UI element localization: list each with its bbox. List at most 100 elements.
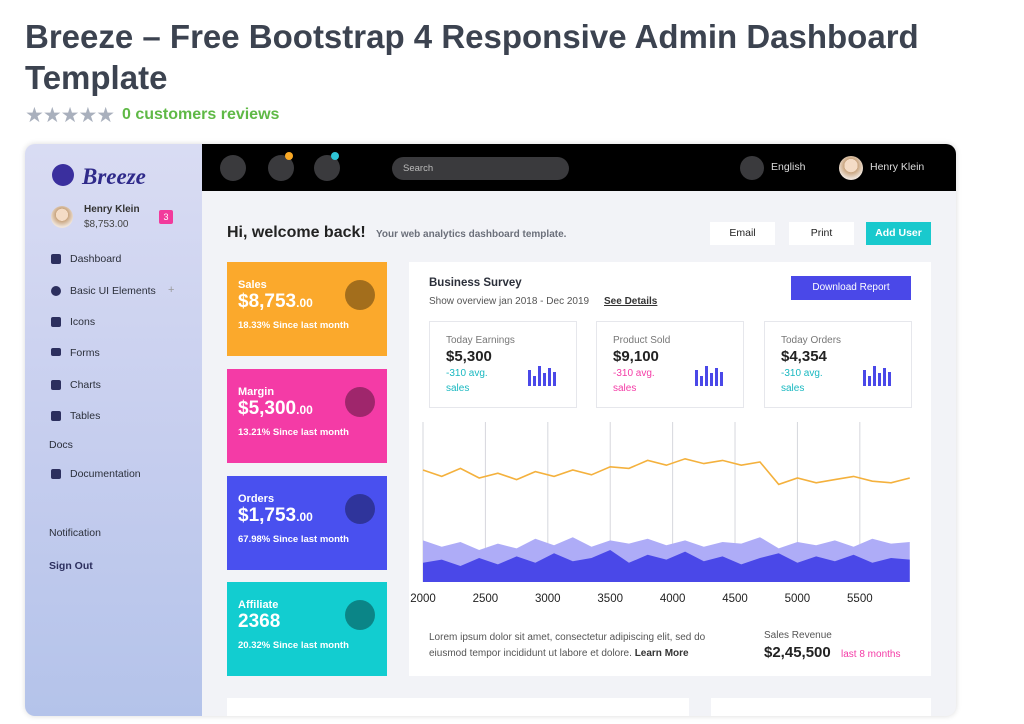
card-change: 18.33% Since last month	[238, 320, 349, 331]
menu-item[interactable]: Basic UI Elements	[70, 285, 156, 297]
card-value: 2368	[238, 611, 281, 632]
card-change: 20.32% Since last month	[238, 640, 349, 651]
stat-unit: sales	[446, 383, 470, 394]
x-tick-label: 2000	[410, 593, 436, 605]
cents: .00	[296, 296, 313, 310]
avatar	[839, 156, 863, 180]
menu-item[interactable]: Dashboard	[70, 253, 122, 265]
user-name: Henry Klein	[84, 204, 140, 215]
stat-value: $4,354	[781, 348, 827, 365]
sidebar: Breeze Henry Klein $8,753.00 3 Dashboard…	[25, 144, 202, 716]
print-button[interactable]: Print	[789, 222, 854, 245]
stat-card: Affiliate 2368 20.32% Since last month	[227, 582, 387, 676]
search-placeholder: Search	[403, 163, 434, 174]
x-tick-label: 2500	[473, 593, 499, 605]
stat-unit: sales	[613, 383, 637, 394]
menu-item[interactable]: Tables	[70, 410, 101, 422]
learn-more-link[interactable]: Learn More	[634, 648, 689, 659]
menu-item[interactable]: Forms	[70, 347, 100, 359]
card-value: $1,753.00	[238, 505, 313, 527]
card-value: $8,753.00	[238, 291, 313, 313]
description-text: Lorem ipsum dolor sit amet, consectetur …	[429, 632, 706, 659]
x-tick-label: 3500	[597, 593, 623, 605]
stat-card: Orders $1,753.00 67.98% Since last month	[227, 476, 387, 570]
menu-icon	[51, 380, 61, 390]
topbar: Search English Henry Klein	[202, 144, 956, 191]
mini-bars	[528, 366, 556, 386]
stat-unit: sales	[781, 383, 805, 394]
menu-icon	[51, 317, 61, 327]
email-button[interactable]: Email	[710, 222, 775, 245]
page-title: Breeze – Free Bootstrap 4 Responsive Adm…	[25, 18, 919, 96]
card-icon	[345, 494, 375, 524]
cents: .00	[296, 403, 313, 417]
revenue-period: last 8 months	[841, 649, 901, 660]
card-change: 67.98% Since last month	[238, 534, 349, 545]
card-icon	[345, 387, 375, 417]
description: Lorem ipsum dolor sit amet, consectetur …	[429, 630, 739, 662]
dashboard-screenshot: Breeze Henry Klein $8,753.00 3 Dashboard…	[25, 144, 956, 716]
reviews-link[interactable]: 0 customers reviews	[122, 106, 280, 123]
area	[423, 550, 910, 582]
expand-icon: +	[168, 284, 175, 296]
revenue-label: Sales Revenue	[764, 630, 832, 641]
user-balance: $8,753.00	[84, 219, 129, 230]
stat-change: -310 avg.	[446, 368, 488, 379]
stat-box: Today Orders $4,354 -310 avg. sales	[764, 321, 912, 408]
menu-icon	[51, 469, 61, 479]
stat-value: $9,100	[613, 348, 659, 365]
download-button[interactable]: Download Report	[791, 276, 911, 300]
badge: 3	[159, 210, 173, 224]
section-label: Docs	[49, 439, 73, 451]
language-icon	[740, 156, 764, 180]
survey-panel: Business Survey Show overview jan 2018 -…	[409, 262, 931, 676]
cents: .00	[296, 510, 313, 524]
menu-item[interactable]: Documentation	[70, 468, 141, 480]
value: $8,753	[238, 291, 297, 312]
menu-icon	[51, 254, 61, 264]
stat-box: Product Sold $9,100 -310 avg. sales	[596, 321, 744, 408]
x-tick-label: 5500	[847, 593, 873, 605]
see-details-link[interactable]: See Details	[604, 296, 658, 307]
menu-toggle[interactable]	[220, 155, 246, 181]
greeting-subtitle: Your web analytics dashboard template.	[376, 229, 567, 240]
card-icon	[345, 280, 375, 310]
user-menu[interactable]: Henry Klein	[870, 161, 925, 173]
value: $5,300	[238, 398, 297, 419]
x-tick-label: 4000	[660, 593, 686, 605]
stat-label: Today Earnings	[446, 335, 515, 346]
value: $1,753	[238, 505, 297, 526]
survey-period: Show overview jan 2018 - Dec 2019	[429, 296, 590, 307]
bottom-panel	[227, 698, 689, 716]
stat-label: Product Sold	[613, 335, 671, 346]
stat-card: Margin $5,300.00 13.21% Since last month	[227, 369, 387, 463]
menu-item[interactable]: Icons	[70, 316, 96, 328]
stat-card: Sales $8,753.00 18.33% Since last month	[227, 262, 387, 356]
menu-item[interactable]: Charts	[70, 379, 101, 391]
card-label: Affiliate	[238, 599, 279, 611]
line	[422, 457, 910, 486]
menu-icon	[51, 286, 61, 296]
chart: 2000 2500 3000 3500 4000 4500 5000 5500	[410, 422, 910, 605]
stat-box: Today Earnings $5,300 -310 avg. sales	[429, 321, 577, 408]
rating-stars: ★★★★★	[25, 104, 115, 127]
revenue-value: $2,45,500	[764, 644, 831, 661]
add-user-button[interactable]: Add User	[866, 222, 931, 245]
brand: Breeze	[82, 164, 146, 189]
menu-item[interactable]: Sign Out	[49, 560, 93, 572]
x-tick-label: 3000	[535, 593, 561, 605]
menu-item[interactable]: Notification	[49, 527, 101, 539]
card-change: 13.21% Since last month	[238, 427, 349, 438]
language[interactable]: English	[771, 161, 806, 173]
card-icon	[345, 600, 375, 630]
search-box[interactable]	[392, 157, 569, 180]
stat-change: -310 avg.	[781, 368, 823, 379]
x-tick-label: 4500	[722, 593, 748, 605]
message-dot	[331, 152, 339, 160]
logo-icon	[52, 164, 74, 186]
x-tick-label: 5000	[785, 593, 811, 605]
card-label: Orders	[238, 493, 275, 505]
menu-icon	[51, 348, 61, 356]
survey-title: Business Survey	[429, 277, 522, 289]
